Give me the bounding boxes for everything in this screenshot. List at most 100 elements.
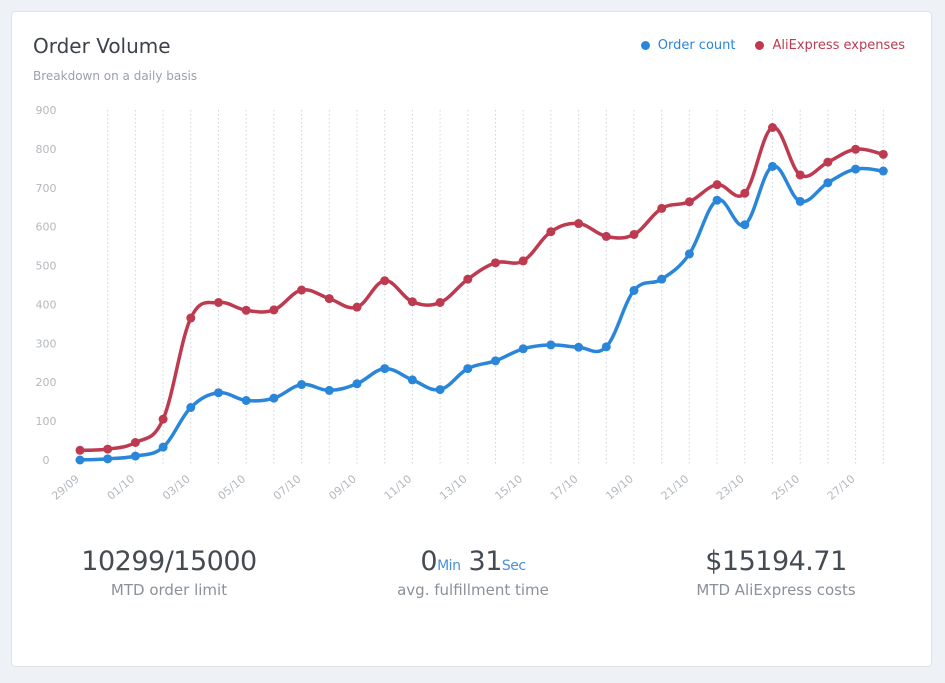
stat-fulfillment-minutes: 0 — [420, 546, 438, 577]
data-point-order-count — [297, 380, 307, 390]
data-point-order-count — [269, 393, 279, 403]
data-point-aliexpress-expenses — [851, 144, 861, 154]
x-tick-label: 11/10 — [382, 472, 415, 502]
x-tick-label: 21/10 — [659, 472, 692, 502]
x-tick-label: 03/10 — [160, 472, 193, 502]
legend-label-aliexpress-expenses: AliExpress expenses — [772, 38, 905, 53]
series-line-order-count — [78, 164, 886, 462]
data-point-aliexpress-expenses — [130, 438, 140, 447]
x-tick-label: 13/10 — [437, 472, 470, 502]
data-point-aliexpress-expenses — [768, 123, 777, 132]
data-point-order-count — [712, 195, 722, 205]
data-point-order-count — [130, 451, 140, 461]
order-volume-card: Order Volume Breakdown on a daily basis … — [11, 11, 932, 667]
data-point-order-count — [186, 403, 196, 412]
data-point-aliexpress-expenses — [241, 305, 251, 315]
data-point-aliexpress-expenses — [269, 305, 279, 315]
data-point-order-count — [491, 356, 500, 366]
legend-item-order-count[interactable]: Order count — [640, 38, 736, 53]
data-point-order-count — [657, 274, 667, 284]
data-point-order-count — [768, 161, 777, 171]
stat-aliexpress-costs: $15194.71 MTD AliExpress costs — [636, 546, 916, 599]
stat-order-limit: 10299/15000 MTD order limit — [29, 546, 309, 599]
y-tick-label: 300 — [36, 337, 57, 350]
data-point-aliexpress-expenses — [352, 302, 362, 312]
legend-item-aliexpress-expenses[interactable]: AliExpress expenses — [755, 38, 905, 53]
x-tick-label: 15/10 — [492, 472, 525, 502]
stat-aliexpress-costs-label: MTD AliExpress costs — [696, 581, 856, 599]
data-point-aliexpress-expenses — [214, 298, 223, 307]
y-tick-label: 100 — [36, 415, 57, 428]
y-tick-label: 0 — [43, 454, 50, 467]
data-point-order-count — [214, 388, 223, 398]
data-point-order-count — [878, 166, 888, 176]
data-point-order-count — [75, 455, 85, 465]
data-point-aliexpress-expenses — [297, 285, 307, 295]
series-line-aliexpress-expenses — [78, 125, 886, 453]
data-point-order-count — [574, 342, 584, 352]
data-point-aliexpress-expenses — [712, 180, 722, 190]
data-point-aliexpress-expenses — [491, 258, 500, 268]
stat-fulfillment-seconds-unit: Sec — [501, 558, 526, 574]
data-point-aliexpress-expenses — [795, 170, 805, 180]
stat-fulfillment-time: 0Min 31Sec avg. fulfillment time — [333, 546, 613, 599]
y-tick-label: 800 — [36, 143, 57, 156]
y-tick-label: 900 — [36, 104, 57, 117]
data-point-aliexpress-expenses — [629, 229, 639, 239]
data-point-order-count — [324, 385, 334, 395]
data-point-aliexpress-expenses — [684, 197, 694, 207]
y-tick-label: 600 — [36, 221, 57, 234]
data-point-order-count — [740, 220, 750, 230]
data-point-aliexpress-expenses — [463, 274, 473, 284]
data-point-order-count — [795, 196, 805, 206]
data-point-aliexpress-expenses — [324, 294, 334, 304]
stat-fulfillment-minutes-unit: Min — [437, 558, 461, 574]
x-tick-label: 17/10 — [548, 472, 581, 502]
chart-legend: Order count AliExpress expenses — [640, 38, 905, 53]
data-point-aliexpress-expenses — [518, 256, 528, 266]
y-tick-label: 700 — [36, 182, 57, 195]
stat-aliexpress-costs-value: $15194.71 — [705, 546, 847, 577]
stat-fulfillment-time-label: avg. fulfillment time — [397, 581, 549, 599]
data-point-order-count — [380, 364, 390, 374]
data-point-order-count — [518, 344, 528, 354]
data-point-aliexpress-expenses — [407, 297, 417, 307]
data-point-aliexpress-expenses — [186, 313, 196, 323]
stat-fulfillment-seconds: 31 — [468, 546, 503, 577]
data-point-order-count — [684, 249, 694, 259]
data-point-order-count — [407, 375, 417, 385]
x-tick-label: 29/09 — [49, 472, 82, 502]
data-point-aliexpress-expenses — [103, 444, 113, 454]
legend-dot-order-count — [640, 41, 650, 50]
x-tick-label: 25/10 — [769, 472, 802, 502]
data-point-order-count — [158, 442, 168, 452]
data-point-order-count — [823, 178, 833, 188]
x-tick-label: 27/10 — [825, 472, 858, 502]
data-point-aliexpress-expenses — [158, 414, 168, 424]
x-tick-label: 07/10 — [271, 472, 304, 502]
stat-order-limit-label: MTD order limit — [110, 581, 228, 599]
card-title: Order Volume — [33, 34, 171, 58]
y-tick-label: 500 — [36, 260, 57, 273]
data-point-aliexpress-expenses — [435, 298, 445, 307]
data-point-order-count — [851, 164, 861, 174]
card-subtitle: Breakdown on a daily basis — [33, 69, 198, 83]
data-point-aliexpress-expenses — [380, 276, 390, 286]
data-point-order-count — [435, 385, 445, 395]
data-point-order-count — [241, 396, 251, 405]
stat-order-limit-value: 10299/15000 — [81, 546, 257, 577]
stat-fulfillment-time-value: 0Min 31Sec — [333, 546, 613, 577]
x-tick-label: 19/10 — [603, 472, 636, 502]
data-point-aliexpress-expenses — [546, 227, 556, 237]
y-tick-label: 400 — [36, 298, 57, 311]
data-point-aliexpress-expenses — [574, 219, 584, 229]
order-volume-chart: 0 100 200 300 400 500 600 700 800 900 29/09 01/10 03… — [36, 104, 888, 503]
data-point-order-count — [601, 342, 611, 352]
x-tick-label: 05/10 — [215, 472, 248, 502]
y-tick-label: 200 — [36, 376, 57, 389]
legend-label-order-count: Order count — [657, 38, 736, 53]
data-point-aliexpress-expenses — [657, 203, 667, 213]
data-point-aliexpress-expenses — [740, 188, 750, 198]
data-point-order-count — [103, 454, 113, 464]
x-tick-label: 09/10 — [326, 472, 359, 502]
